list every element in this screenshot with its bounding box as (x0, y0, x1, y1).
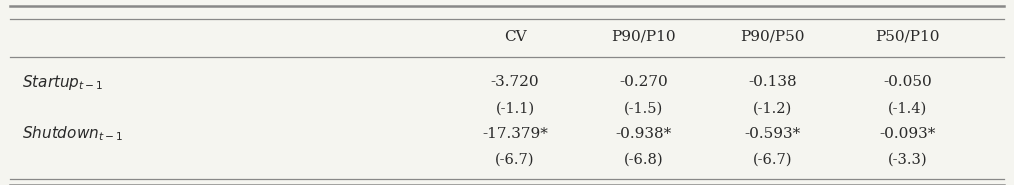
Text: $\mathit{Shutdown}_{t-1}$: $\mathit{Shutdown}_{t-1}$ (22, 125, 124, 144)
Text: (-6.7): (-6.7) (753, 153, 792, 167)
Text: -0.270: -0.270 (620, 75, 668, 89)
Text: (-1.1): (-1.1) (496, 101, 534, 115)
Text: (-1.5): (-1.5) (625, 101, 663, 115)
Text: -0.938*: -0.938* (615, 127, 672, 141)
Text: -0.050: -0.050 (883, 75, 932, 89)
Text: CV: CV (504, 30, 526, 44)
Text: $\mathit{Startup}_{t-1}$: $\mathit{Startup}_{t-1}$ (22, 73, 103, 92)
Text: (-6.7): (-6.7) (496, 153, 534, 167)
Text: P90/P10: P90/P10 (611, 30, 676, 44)
Text: (-1.4): (-1.4) (888, 101, 927, 115)
Text: (-1.2): (-1.2) (753, 101, 792, 115)
Text: -3.720: -3.720 (491, 75, 539, 89)
Text: (-6.8): (-6.8) (624, 153, 664, 167)
Text: (-3.3): (-3.3) (887, 153, 928, 167)
Text: -0.138: -0.138 (748, 75, 797, 89)
Text: -0.093*: -0.093* (879, 127, 936, 141)
Text: P50/P10: P50/P10 (875, 30, 940, 44)
Text: -17.379*: -17.379* (483, 127, 548, 141)
Text: P90/P50: P90/P50 (740, 30, 805, 44)
Text: -0.593*: -0.593* (744, 127, 801, 141)
